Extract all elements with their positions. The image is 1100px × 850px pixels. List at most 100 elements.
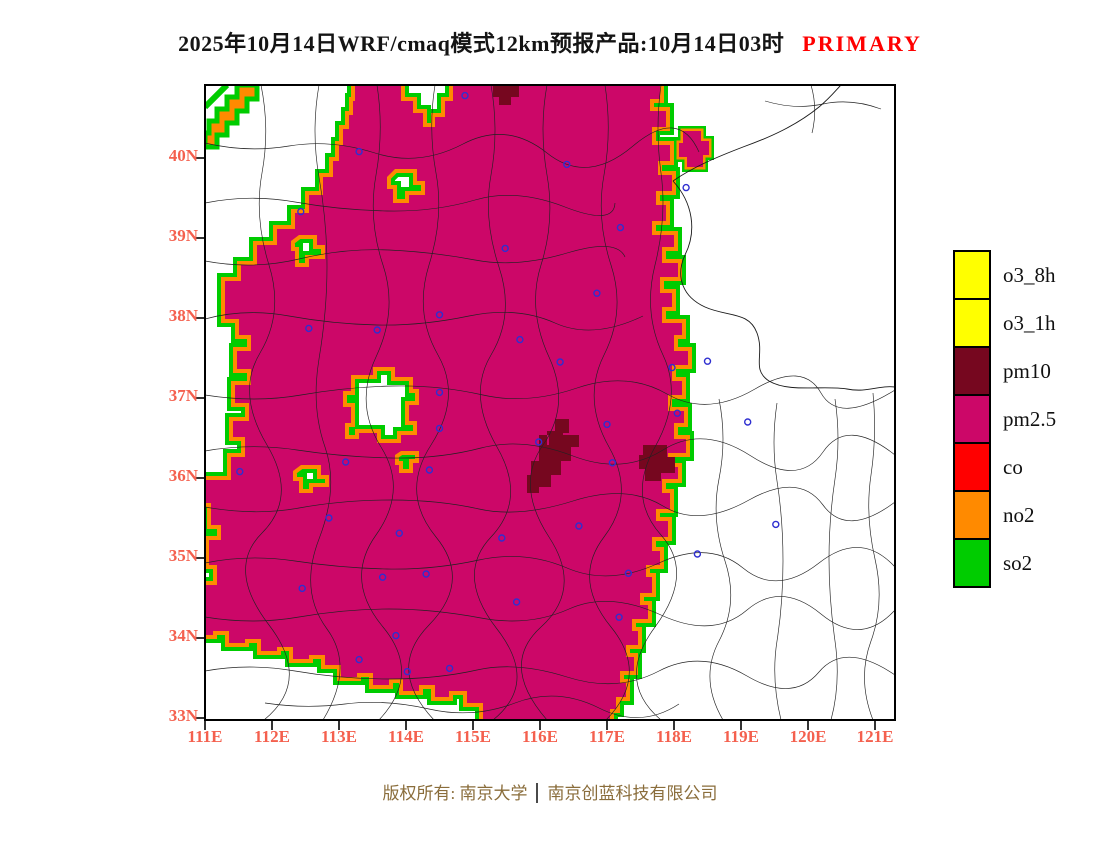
legend-label: no2 [1003, 502, 1035, 527]
legend-item-o3_1h: o3_1h [953, 298, 1056, 348]
city-marker [236, 467, 244, 476]
x-tick-label: 120E [789, 727, 827, 746]
legend-item-co: co [953, 442, 1056, 492]
y-tick-label: 36N [168, 466, 198, 485]
pm10-patches [493, 85, 675, 493]
city-marker [435, 311, 444, 319]
city-marker [593, 289, 601, 297]
x-tick-label: 119E [723, 727, 759, 746]
city-marker [435, 388, 444, 397]
legend-item-o3_8h: o3_8h [953, 250, 1056, 300]
page-title: 2025年10月14日WRF/cmaq模式12km预报产品:10月14日03时 P… [0, 26, 1100, 58]
city-marker [422, 570, 430, 578]
y-tick-label: 40N [168, 146, 198, 165]
y-tick-label: 38N [168, 306, 198, 325]
x-tick-label: 112E [254, 727, 290, 746]
y-tick-label: 33N [168, 706, 198, 725]
city-marker [501, 244, 509, 253]
city-marker [297, 207, 305, 216]
legend-item-pm2_5: pm2.5 [953, 394, 1056, 444]
legend-item-no2: no2 [953, 490, 1056, 540]
city-marker [535, 438, 543, 446]
city-marker [298, 584, 306, 593]
city-marker [355, 655, 363, 664]
city-marker [668, 363, 676, 372]
city-marker [556, 358, 564, 366]
x-tick-label: 115E [455, 727, 491, 746]
x-tick-label: 111E [187, 727, 223, 746]
so2-corner-line [205, 85, 230, 110]
city-marker [608, 459, 617, 467]
x-tick-label: 121E [856, 727, 894, 746]
x-tick-label: 116E [522, 727, 558, 746]
city-marker [498, 534, 506, 542]
city-marker [682, 183, 690, 192]
legend-label: o3_8h [1003, 262, 1056, 287]
city-marker [392, 631, 400, 640]
coastline [672, 85, 895, 391]
city-marker [373, 326, 381, 334]
county-boundaries [205, 85, 895, 720]
x-tick-label: 113E [321, 727, 357, 746]
x-tick-label: 118E [656, 727, 692, 746]
legend-label: o3_1h [1003, 310, 1056, 335]
patch-pm25-fill [679, 131, 709, 167]
legend-swatch [953, 298, 991, 348]
y-tick-label: 37N [168, 386, 198, 405]
axis-ticks [195, 157, 876, 730]
title-text: 2025年10月14日WRF/cmaq模式12km预报产品:10月14日03时 [178, 31, 785, 56]
title-highlight: PRIMARY [802, 31, 922, 56]
x-tick-label: 114E [388, 727, 424, 746]
x-tick-label: 117E [589, 727, 625, 746]
legend: o3_8h o3_1h pm10 pm2.5 co no2 so2 [953, 250, 1056, 588]
y-tick-label: 35N [168, 546, 198, 565]
copyright-owner: 版权所有: 南京大学 [382, 784, 528, 803]
legend-swatch [953, 250, 991, 300]
city-marker [341, 458, 350, 466]
y-tick-label: 34N [168, 626, 198, 645]
legend-swatch [953, 394, 991, 444]
city-markers [236, 91, 780, 676]
legend-swatch [953, 538, 991, 588]
city-marker [772, 520, 780, 529]
legend-swatch [953, 442, 991, 492]
city-marker [378, 573, 387, 581]
legend-label: pm10 [1003, 358, 1051, 383]
copyright-divider [536, 783, 539, 803]
city-marker [512, 598, 521, 606]
city-marker [355, 147, 363, 156]
city-marker [693, 550, 702, 558]
city-marker [445, 664, 454, 673]
city-marker [435, 424, 444, 433]
city-marker [516, 335, 524, 344]
pm25-patch-ne [674, 126, 714, 172]
city-marker [563, 160, 571, 169]
city-marker [603, 420, 611, 429]
city-marker [673, 409, 681, 417]
pm25-field [205, 85, 688, 720]
legend-label: so2 [1003, 550, 1033, 575]
city-marker [395, 529, 404, 537]
city-marker [703, 357, 712, 365]
city-marker [305, 324, 313, 333]
legend-item-pm10: pm10 [953, 346, 1056, 396]
forecast-map [195, 84, 896, 730]
city-marker [425, 466, 434, 474]
no2-strip [205, 85, 260, 150]
city-marker [575, 522, 583, 530]
city-marker [624, 569, 633, 577]
city-marker [461, 91, 469, 100]
city-marker [744, 418, 752, 426]
map-frame [204, 84, 896, 721]
city-marker [403, 667, 412, 676]
copyright: 版权所有: 南京大学 南京创蓝科技有限公司 [0, 779, 1100, 804]
city-marker [615, 613, 623, 621]
legend-item-so2: so2 [953, 538, 1056, 588]
legend-swatch [953, 346, 991, 396]
legend-label: co [1003, 454, 1023, 479]
legend-label: pm2.5 [1003, 406, 1057, 431]
legend-swatch [953, 490, 991, 540]
y-tick-label: 39N [168, 226, 198, 245]
city-marker [616, 223, 625, 232]
